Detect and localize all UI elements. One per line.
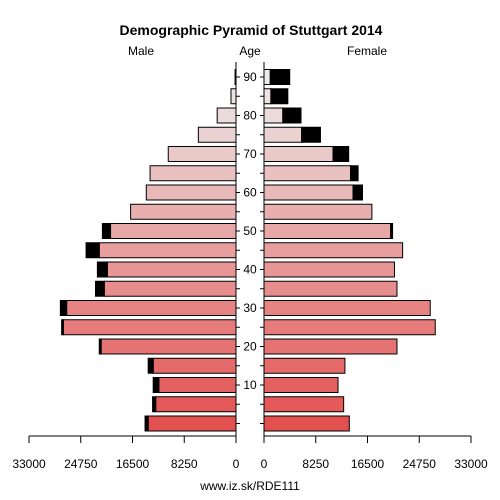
male-bar-85-89	[230, 88, 237, 105]
female-label: Female	[347, 44, 387, 58]
male-bar-55-59	[130, 203, 237, 220]
male-label: Male	[128, 44, 154, 58]
age-label: Age	[239, 44, 261, 58]
female-bar-45-49	[263, 242, 404, 259]
female-bar-50-54	[263, 223, 392, 239]
male-bar-15-19	[152, 357, 237, 374]
male-surplus-35-39	[94, 280, 105, 297]
female-bar-85-89	[263, 88, 272, 105]
female-bar-60-64	[263, 184, 354, 201]
female-x-tick-label: 24750	[403, 457, 437, 471]
female-surplus-80-84	[282, 107, 302, 124]
female-bar-70-74	[263, 146, 334, 162]
female-surplus-90+	[269, 69, 291, 85]
age-tick-label: 30	[243, 301, 257, 315]
female-x-tick-label: 33000	[454, 457, 488, 471]
male-surplus-5-9	[152, 396, 157, 413]
male-surplus-20-24	[98, 338, 102, 355]
age-tick-label: 90	[243, 70, 257, 84]
male-bar-10-14	[158, 377, 237, 393]
chart-title: Demographic Pyramid of Stuttgart 2014	[120, 22, 383, 38]
male-bar-75-79	[197, 126, 237, 143]
male-surplus-25-29	[61, 319, 65, 336]
female-x-tick-label: 16500	[351, 457, 385, 471]
age-tick-label: 60	[243, 186, 257, 200]
male-x-tick-label: 8250	[171, 457, 198, 471]
male-surplus-0-4	[144, 415, 149, 432]
female-surplus-65-69	[350, 165, 359, 182]
male-surplus-15-19	[147, 357, 154, 374]
female-bar-40-44	[263, 261, 395, 278]
male-bar-35-39	[103, 280, 237, 297]
female-surplus-50-54	[390, 223, 394, 239]
male-x-tick-label: 33000	[12, 457, 46, 471]
male-bar-80-84	[216, 107, 237, 124]
female-x-tick-label: 8250	[302, 457, 329, 471]
male-x-tick-label: 24750	[64, 457, 98, 471]
female-bar-10-14	[263, 377, 339, 393]
female-bar-0-4	[263, 415, 350, 432]
male-bar-60-64	[145, 184, 237, 201]
female-bar-75-79	[263, 126, 303, 143]
source-label: www.iz.sk/RDE111	[199, 479, 300, 493]
age-tick-label: 80	[243, 109, 257, 123]
age-tick-label: 20	[243, 340, 257, 354]
male-surplus-50-54	[101, 223, 112, 239]
male-bar-50-54	[110, 223, 237, 239]
axes-group: 10 20 30 40 50 60 70 80 90 33000 24750 16500 8250 0 0 8…	[12, 62, 488, 471]
female-surplus-70-74	[332, 146, 350, 162]
male-surplus-40-44	[96, 261, 108, 278]
female-bar-30-34	[263, 300, 431, 316]
female-surplus-75-79	[301, 126, 321, 143]
female-bar-35-39	[263, 280, 398, 297]
female-bar-90+	[263, 69, 271, 85]
male-bar-20-24	[100, 338, 237, 355]
male-bar-5-9	[155, 396, 237, 413]
female-bar-20-24	[263, 338, 398, 355]
male-bar-30-34	[66, 300, 237, 316]
male-surplus-30-34	[59, 300, 68, 316]
male-surplus-45-49	[85, 242, 100, 259]
male-bar-25-29	[63, 319, 237, 336]
female-x-tick-label: 0	[261, 457, 268, 471]
female-bar-55-59	[263, 203, 373, 220]
male-x-tick-label: 0	[233, 457, 240, 471]
female-surplus-85-89	[270, 88, 289, 105]
age-tick-label: 10	[243, 378, 257, 392]
female-bar-5-9	[263, 396, 345, 413]
male-bar-0-4	[147, 415, 237, 432]
female-surplus-60-64	[352, 184, 363, 201]
bars-group	[59, 69, 436, 432]
male-bar-40-44	[106, 261, 237, 278]
male-bar-65-69	[149, 165, 237, 182]
male-surplus-10-14	[152, 377, 160, 393]
female-bar-15-19	[263, 357, 346, 374]
female-bar-80-84	[263, 107, 284, 124]
age-tick-label: 40	[243, 263, 257, 277]
female-bar-25-29	[263, 319, 436, 336]
male-bar-45-49	[98, 242, 237, 259]
female-bar-65-69	[263, 165, 352, 182]
male-x-tick-label: 16500	[116, 457, 150, 471]
male-bar-70-74	[167, 146, 237, 162]
age-tick-label: 50	[243, 224, 257, 238]
age-tick-label: 70	[243, 147, 257, 161]
